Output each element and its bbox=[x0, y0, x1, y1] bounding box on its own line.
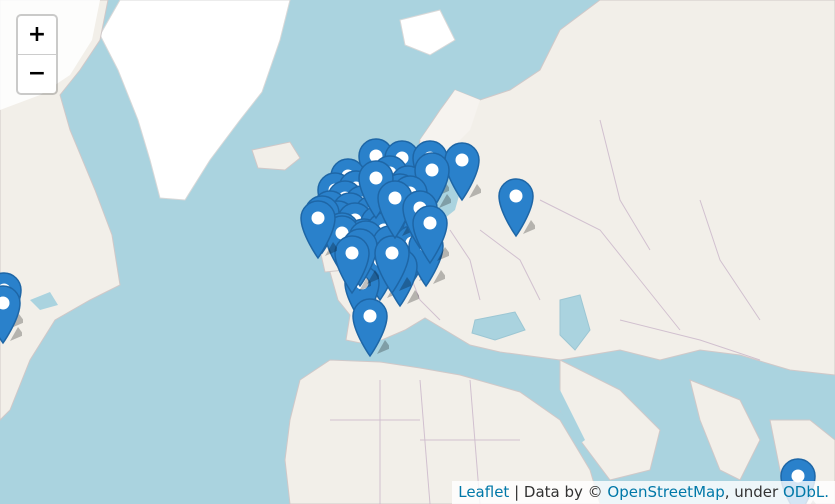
greenland-landmass bbox=[99, 0, 291, 201]
zoom-in-button[interactable]: + bbox=[27, 22, 47, 47]
map-pin-icon[interactable] bbox=[411, 203, 449, 265]
leaflet-link[interactable]: Leaflet bbox=[458, 483, 510, 501]
zoom-control: + − bbox=[16, 14, 58, 95]
openstreetmap-link[interactable]: OpenStreetMap bbox=[607, 483, 725, 501]
map-pin-icon[interactable] bbox=[299, 198, 337, 260]
map-pin-icon[interactable] bbox=[333, 233, 371, 295]
map-pin-icon[interactable] bbox=[443, 140, 481, 202]
north-america-landmass bbox=[0, 0, 121, 421]
map-attribution: Leaflet | Data by © OpenStreetMap, under… bbox=[452, 481, 835, 504]
map-pin-icon[interactable] bbox=[0, 283, 22, 345]
map-pin-icon[interactable] bbox=[351, 296, 389, 358]
odbl-link[interactable]: ODbL. bbox=[782, 483, 829, 501]
iceland-landmass bbox=[251, 141, 301, 171]
attribution-under: , under bbox=[724, 483, 783, 501]
attribution-separator: | Data by © bbox=[509, 483, 608, 501]
map-pin-icon[interactable] bbox=[497, 176, 535, 238]
zoom-out-button[interactable]: − bbox=[18, 54, 56, 93]
africa-landmass bbox=[284, 359, 601, 504]
map-pin-icon[interactable] bbox=[373, 233, 411, 295]
